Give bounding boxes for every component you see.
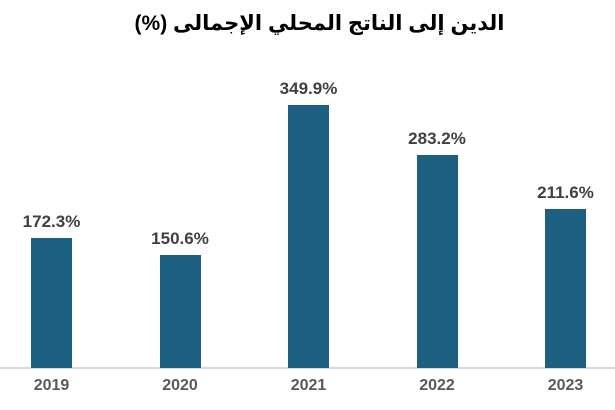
x-axis-tick-label: 2019 <box>33 377 70 394</box>
bar-value-label: 150.6% <box>151 229 209 248</box>
bar-value-label: 172.3% <box>22 212 81 231</box>
x-axis-tick-label: 2021 <box>290 377 327 394</box>
x-axis-tick-label: 2020 <box>162 377 198 394</box>
x-axis-tick-label: 2022 <box>419 377 455 394</box>
chart-title: الدين إلى الناتج المحلي الإجمالى (%) <box>134 12 505 35</box>
bar-2023 <box>545 209 586 368</box>
bar-value-label: 349.9% <box>279 79 338 98</box>
bar-value-label: 211.6% <box>537 183 594 202</box>
x-axis-tick-label: 2023 <box>547 377 584 394</box>
bar-2022 <box>416 155 458 368</box>
bar-value-label: 283.2% <box>408 129 466 148</box>
bar-2020 <box>159 255 201 368</box>
bar-2019 <box>31 238 72 368</box>
bar-2021 <box>288 105 329 368</box>
x-axis-line <box>0 367 615 369</box>
